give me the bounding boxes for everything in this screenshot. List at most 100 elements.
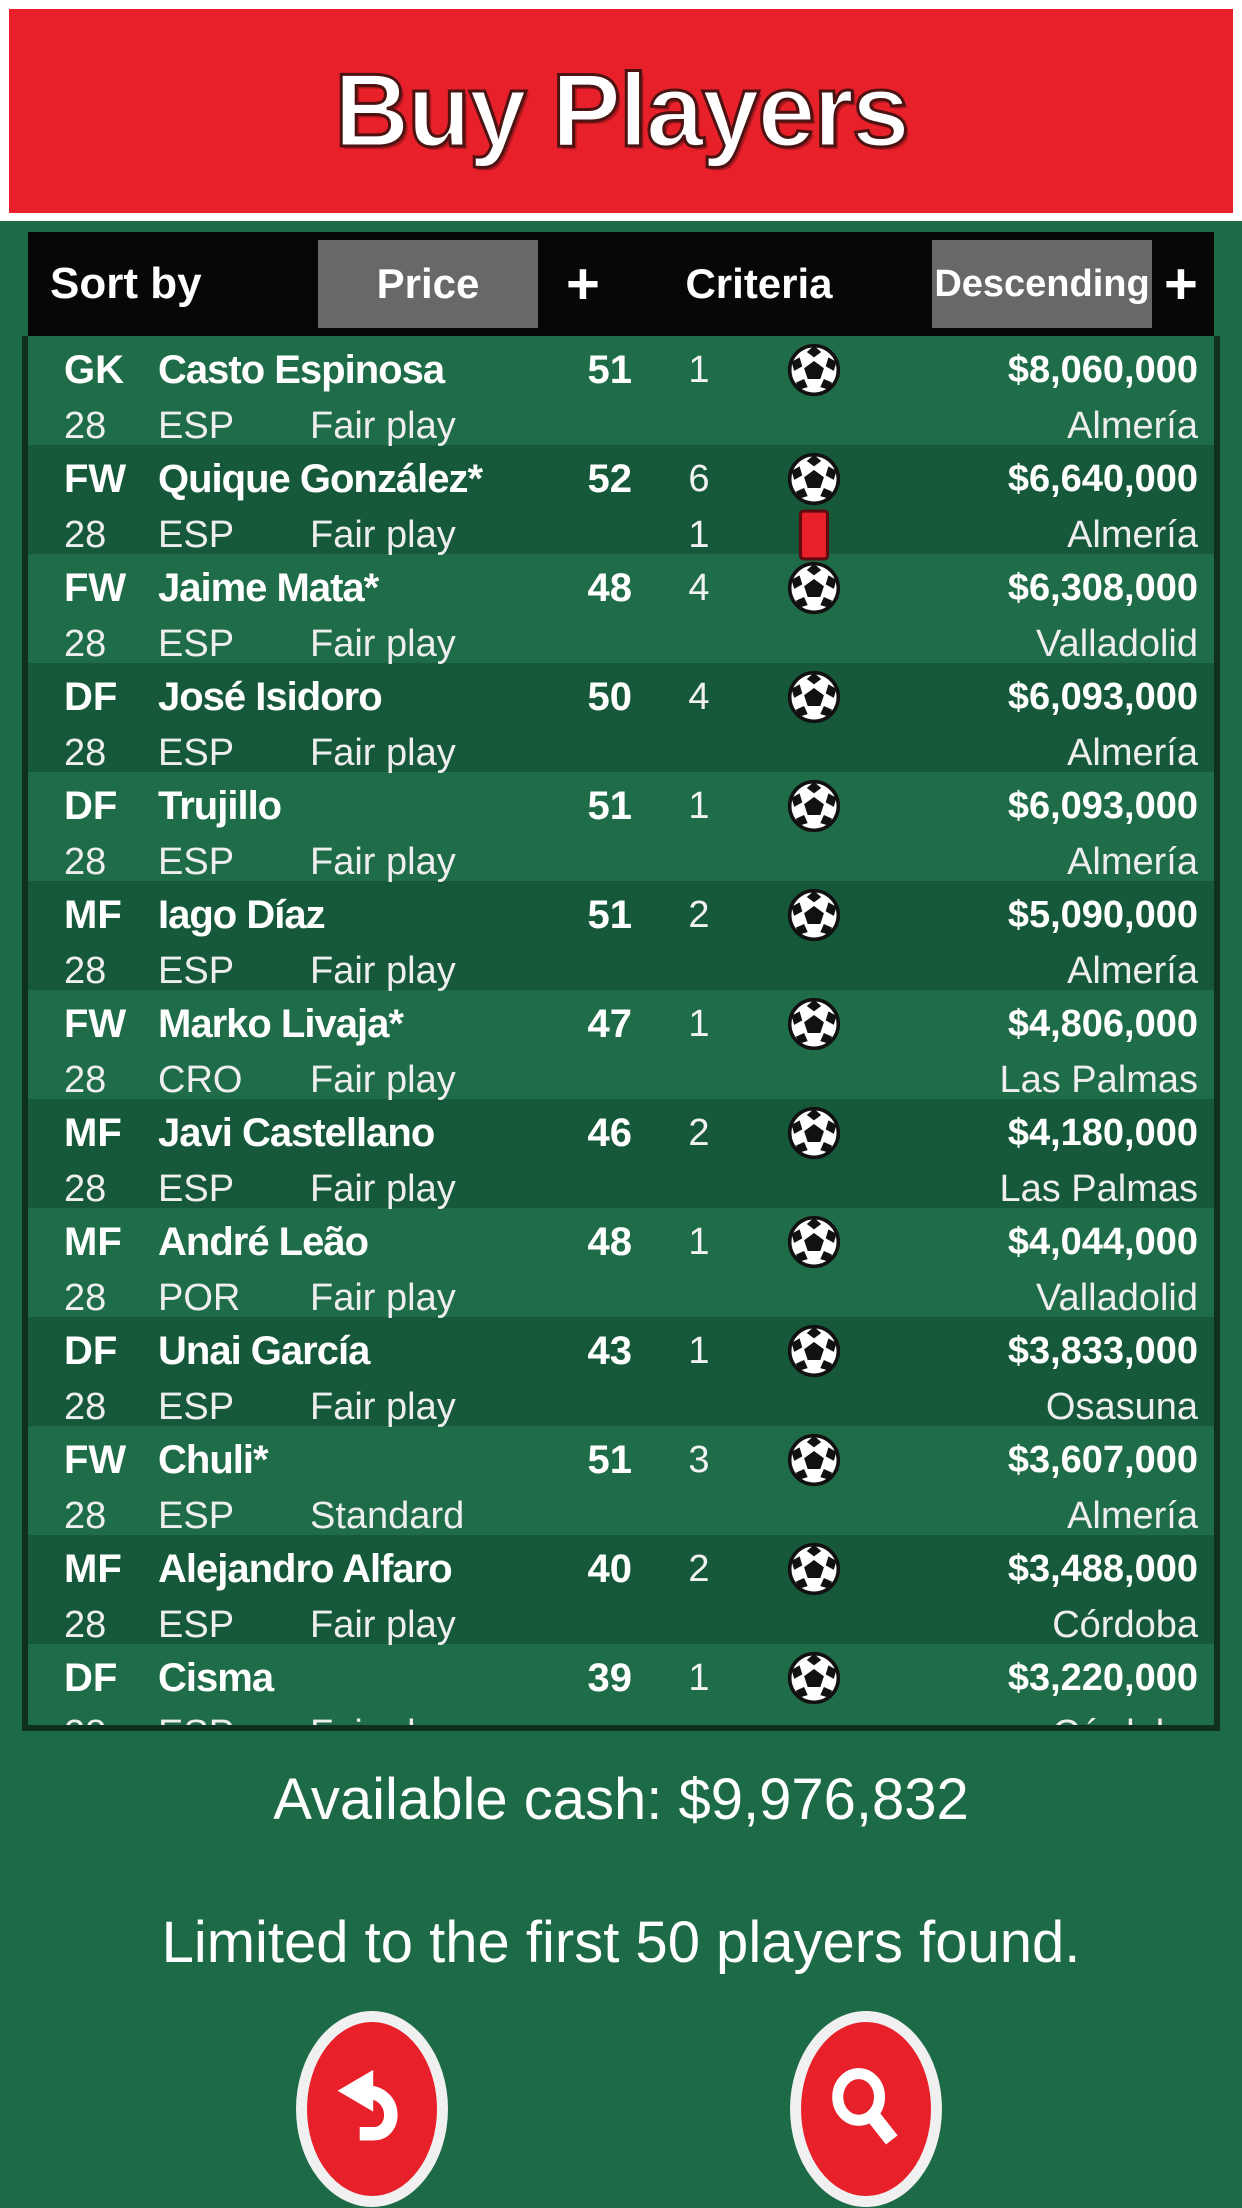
player-rating: 48 <box>587 1219 633 1264</box>
player-rating: 47 <box>587 1001 633 1046</box>
player-age: 28 <box>64 404 107 447</box>
player-name: Quique González* <box>158 456 483 501</box>
player-nationality: ESP <box>158 622 235 665</box>
player-row[interactable]: GK Casto Espinosa 51 1 $8,060,000 28 ESP <box>28 336 1214 447</box>
player-position: FW <box>64 565 127 610</box>
player-rating: 52 <box>587 456 633 501</box>
player-nationality: ESP <box>158 1603 235 1646</box>
player-position: MF <box>64 1110 122 1155</box>
criteria-label: Criteria <box>685 260 833 307</box>
player-row[interactable]: FW Quique González* 52 6 $6,640,000 28 E… <box>28 445 1214 561</box>
player-row[interactable]: MF Iago Díaz 51 2 $5,090,000 28 ESP Fai <box>28 881 1214 992</box>
page-title: Buy Players <box>333 51 911 170</box>
player-conduct: Fair play <box>310 404 456 447</box>
title-banner: Buy Players <box>9 9 1233 213</box>
player-goals-count: 4 <box>688 566 710 609</box>
player-goals-count: 1 <box>688 1220 710 1263</box>
player-age: 28 <box>64 1058 107 1101</box>
player-goals-count: 1 <box>688 1656 710 1699</box>
player-row[interactable]: MF Javi Castellano 46 2 $4,180,000 28 ES… <box>28 1099 1214 1210</box>
player-rating: 51 <box>587 783 633 828</box>
player-club: Osasuna <box>1045 1385 1198 1428</box>
player-age: 28 <box>64 731 107 774</box>
player-goals-count: 1 <box>688 784 710 827</box>
soccer-ball-icon <box>787 343 841 397</box>
sort-field-button[interactable]: Price <box>318 240 538 328</box>
player-age: 28 <box>64 1603 107 1646</box>
player-position: DF <box>64 674 118 719</box>
player-row[interactable]: MF André Leão 48 1 $4,044,000 28 POR Fa <box>28 1208 1214 1319</box>
soccer-ball-icon <box>787 1106 841 1160</box>
sort-by-label: Sort by <box>50 259 202 308</box>
player-price: $5,090,000 <box>1007 893 1198 936</box>
player-nationality: ESP <box>158 1167 235 1210</box>
player-position: FW <box>64 1437 127 1482</box>
player-row[interactable]: DF Cisma 39 1 $3,220,000 28 ESP Fair pl <box>28 1644 1214 1726</box>
soccer-ball-icon <box>787 1324 841 1378</box>
player-club: Valladolid <box>1036 1276 1198 1319</box>
player-rating: 46 <box>587 1110 633 1155</box>
player-conduct: Fair play <box>310 1167 456 1210</box>
soccer-ball-icon <box>787 1215 841 1269</box>
player-name: André Leão <box>158 1219 369 1264</box>
available-cash-label: Available cash: $9,976,832 <box>273 1767 969 1832</box>
player-name: Javi Castellano <box>158 1110 435 1155</box>
player-position: DF <box>64 783 118 828</box>
red-card-icon <box>798 509 830 561</box>
player-goals-count: 2 <box>688 1111 710 1154</box>
sort-order-button[interactable]: Descending <box>932 240 1152 328</box>
player-club: Córdoba <box>1052 1713 1214 1726</box>
player-goals-count: 1 <box>688 348 710 391</box>
player-row[interactable]: FW Jaime Mata* 48 4 $6,308,000 28 ESP F <box>28 554 1214 665</box>
player-row[interactable]: MF Alejandro Alfaro 40 2 $3,488,000 28 E… <box>28 1535 1214 1646</box>
player-row[interactable]: FW Chuli* 51 3 $3,607,000 28 ESP Standa <box>28 1426 1214 1537</box>
player-rating: 50 <box>587 674 633 719</box>
player-nationality: ESP <box>158 949 235 992</box>
soccer-ball-icon <box>787 452 841 506</box>
sort-bar: Sort by Price + Criteria Descending + <box>28 232 1214 336</box>
player-nationality: ESP <box>158 1494 235 1537</box>
player-price: $3,220,000 <box>1007 1656 1198 1699</box>
player-name: Cisma <box>158 1655 274 1700</box>
player-club: Las Palmas <box>999 1058 1198 1101</box>
player-price: $4,044,000 <box>1007 1220 1198 1263</box>
player-row[interactable]: FW Marko Livaja* 47 1 $4,806,000 28 CRO <box>28 990 1214 1101</box>
player-nationality: ESP <box>158 404 235 447</box>
player-age: 28 <box>28 1713 158 1726</box>
player-nationality: ESP <box>158 1713 300 1726</box>
player-club: Almería <box>1067 513 1198 556</box>
player-conduct: Fair play <box>310 1058 456 1101</box>
player-price: $4,806,000 <box>1007 1002 1198 1045</box>
sort-field-plus-button[interactable]: + <box>566 251 600 317</box>
sort-order-plus-button[interactable]: + <box>1164 251 1198 317</box>
player-goals-count: 2 <box>688 1547 710 1590</box>
player-position: GK <box>64 347 124 392</box>
player-goals-count: 2 <box>688 893 710 936</box>
search-button[interactable] <box>790 2011 942 2207</box>
soccer-ball-icon <box>787 1651 841 1705</box>
player-rating: 40 <box>587 1546 633 1591</box>
soccer-ball-icon <box>787 888 841 942</box>
player-row[interactable]: DF Trujillo 51 1 $6,093,000 28 ESP Fair <box>28 772 1214 883</box>
player-conduct: Fair play <box>310 731 456 774</box>
player-name: Chuli* <box>158 1437 269 1482</box>
back-button[interactable] <box>296 2011 448 2207</box>
player-name: Iago Díaz <box>158 892 326 937</box>
player-price: $6,308,000 <box>1007 566 1198 609</box>
player-club: Almería <box>1067 840 1198 883</box>
player-price: $4,180,000 <box>1007 1111 1198 1154</box>
main-area: Sort by Price + Criteria Descending + GK… <box>0 221 1242 2208</box>
player-goals-count: 6 <box>688 457 710 500</box>
player-position: FW <box>64 1001 127 1046</box>
player-goals-count: 4 <box>688 675 710 718</box>
player-row[interactable]: DF José Isidoro 50 4 $6,093,000 28 ESP <box>28 663 1214 774</box>
player-price: $8,060,000 <box>1007 348 1198 391</box>
player-name: Trujillo <box>158 783 282 828</box>
player-conduct: Fair play <box>310 840 456 883</box>
player-nationality: ESP <box>158 1385 235 1428</box>
player-goals-count: 1 <box>688 1329 710 1372</box>
player-price: $6,093,000 <box>1007 675 1198 718</box>
player-nationality: ESP <box>158 840 235 883</box>
player-row[interactable]: DF Unai García 43 1 $3,833,000 28 ESP F <box>28 1317 1214 1428</box>
